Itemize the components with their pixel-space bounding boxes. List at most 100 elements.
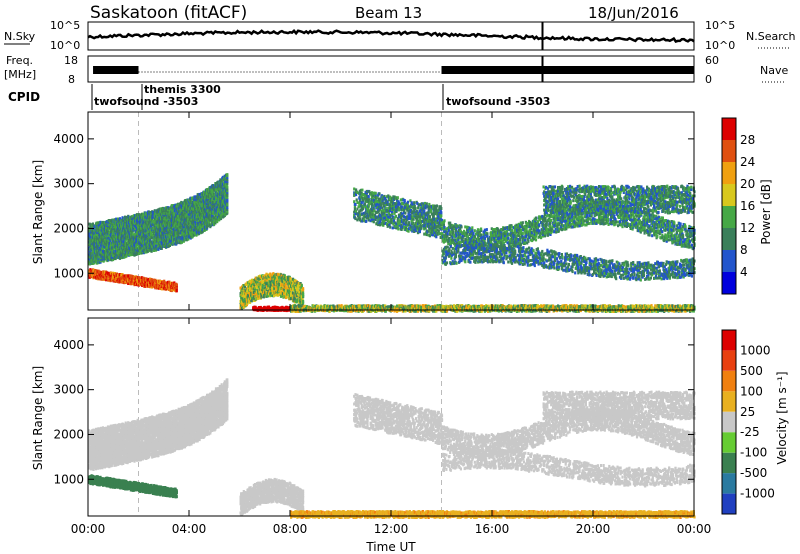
cell bbox=[116, 240, 119, 244]
cell bbox=[95, 254, 98, 258]
cell bbox=[134, 219, 137, 223]
cell bbox=[121, 216, 124, 220]
cell bbox=[226, 185, 229, 189]
cell bbox=[103, 234, 106, 238]
cell bbox=[91, 249, 94, 253]
cell bbox=[128, 248, 131, 252]
cell bbox=[100, 259, 103, 263]
cell bbox=[105, 231, 108, 234]
cell bbox=[131, 232, 134, 236]
cell bbox=[89, 223, 92, 227]
cell bbox=[108, 244, 111, 248]
cell bbox=[97, 228, 100, 232]
cell bbox=[108, 249, 111, 253]
cell bbox=[95, 245, 98, 249]
cell bbox=[134, 226, 137, 230]
cell bbox=[114, 230, 117, 234]
cell bbox=[103, 257, 106, 261]
cell bbox=[116, 223, 119, 227]
cell bbox=[110, 227, 113, 231]
cell bbox=[133, 218, 136, 221]
cell bbox=[114, 224, 117, 227]
cell bbox=[112, 247, 115, 250]
cell bbox=[93, 227, 96, 231]
cell bbox=[226, 173, 229, 177]
cell bbox=[99, 222, 102, 226]
cell bbox=[132, 214, 135, 218]
cell bbox=[93, 261, 96, 265]
cell bbox=[98, 246, 101, 250]
cell bbox=[110, 258, 113, 262]
cell bbox=[103, 249, 106, 253]
cell bbox=[121, 255, 124, 259]
cell bbox=[122, 239, 125, 243]
cell bbox=[122, 232, 125, 236]
cell bbox=[120, 224, 123, 228]
cell bbox=[94, 233, 97, 237]
cell bbox=[124, 239, 127, 243]
cell bbox=[99, 235, 102, 239]
cell bbox=[131, 215, 134, 219]
cell bbox=[175, 283, 178, 287]
cpid-entry-2: twofsound -3503 bbox=[446, 95, 550, 108]
nave-tick-bottom: 0 bbox=[705, 73, 712, 86]
cell bbox=[106, 248, 109, 252]
cell bbox=[133, 228, 136, 232]
cell bbox=[129, 253, 132, 257]
freq-tick-top: 18 bbox=[64, 54, 78, 67]
cell bbox=[126, 253, 129, 257]
cell bbox=[283, 274, 286, 278]
cell bbox=[106, 242, 110, 246]
cell bbox=[97, 221, 100, 225]
cell bbox=[135, 240, 138, 244]
cell bbox=[98, 224, 101, 228]
cell bbox=[121, 244, 124, 248]
cell bbox=[110, 241, 113, 245]
cell bbox=[120, 219, 123, 223]
cell bbox=[122, 243, 125, 247]
cell bbox=[109, 236, 112, 240]
cell bbox=[108, 241, 111, 245]
cell bbox=[123, 246, 126, 250]
cell bbox=[96, 261, 99, 265]
cell bbox=[118, 235, 122, 239]
cell bbox=[133, 247, 136, 251]
freq-block-1 bbox=[441, 66, 694, 74]
cell bbox=[120, 240, 123, 244]
cell bbox=[102, 247, 105, 250]
cell bbox=[112, 230, 115, 233]
nsky-tick-top: 10^5 bbox=[50, 19, 80, 32]
nsky-line bbox=[87, 29, 695, 43]
cell bbox=[107, 223, 110, 227]
freq-label-2: [MHz] bbox=[4, 68, 36, 81]
nsky-tick-bottom: 10^0 bbox=[50, 39, 80, 52]
freq-trace bbox=[93, 56, 694, 82]
cell bbox=[123, 238, 126, 242]
cell bbox=[91, 233, 94, 237]
date-label: 18/Jun/2016 bbox=[588, 4, 679, 22]
radar-title: Saskatoon (fitACF) bbox=[90, 3, 247, 23]
cell bbox=[157, 247, 160, 251]
cell bbox=[136, 227, 139, 231]
cell bbox=[131, 236, 134, 240]
cell bbox=[118, 249, 121, 253]
cell bbox=[110, 229, 113, 233]
cell bbox=[121, 251, 124, 255]
cell bbox=[122, 248, 125, 252]
cell bbox=[118, 256, 122, 260]
cell bbox=[131, 238, 134, 242]
cell bbox=[127, 248, 130, 251]
cell bbox=[107, 258, 110, 262]
cell bbox=[96, 239, 99, 243]
cell bbox=[124, 228, 127, 232]
cell bbox=[129, 230, 132, 234]
cpid-entry-1: themis 3300 bbox=[144, 83, 221, 96]
nsearch-tick-bottom: 10^0 bbox=[705, 39, 735, 52]
cell bbox=[99, 252, 102, 256]
nsearch-label: N.Search bbox=[746, 30, 796, 43]
cell bbox=[92, 239, 95, 243]
cell bbox=[113, 234, 116, 238]
cell bbox=[124, 230, 127, 234]
cell bbox=[89, 236, 93, 240]
